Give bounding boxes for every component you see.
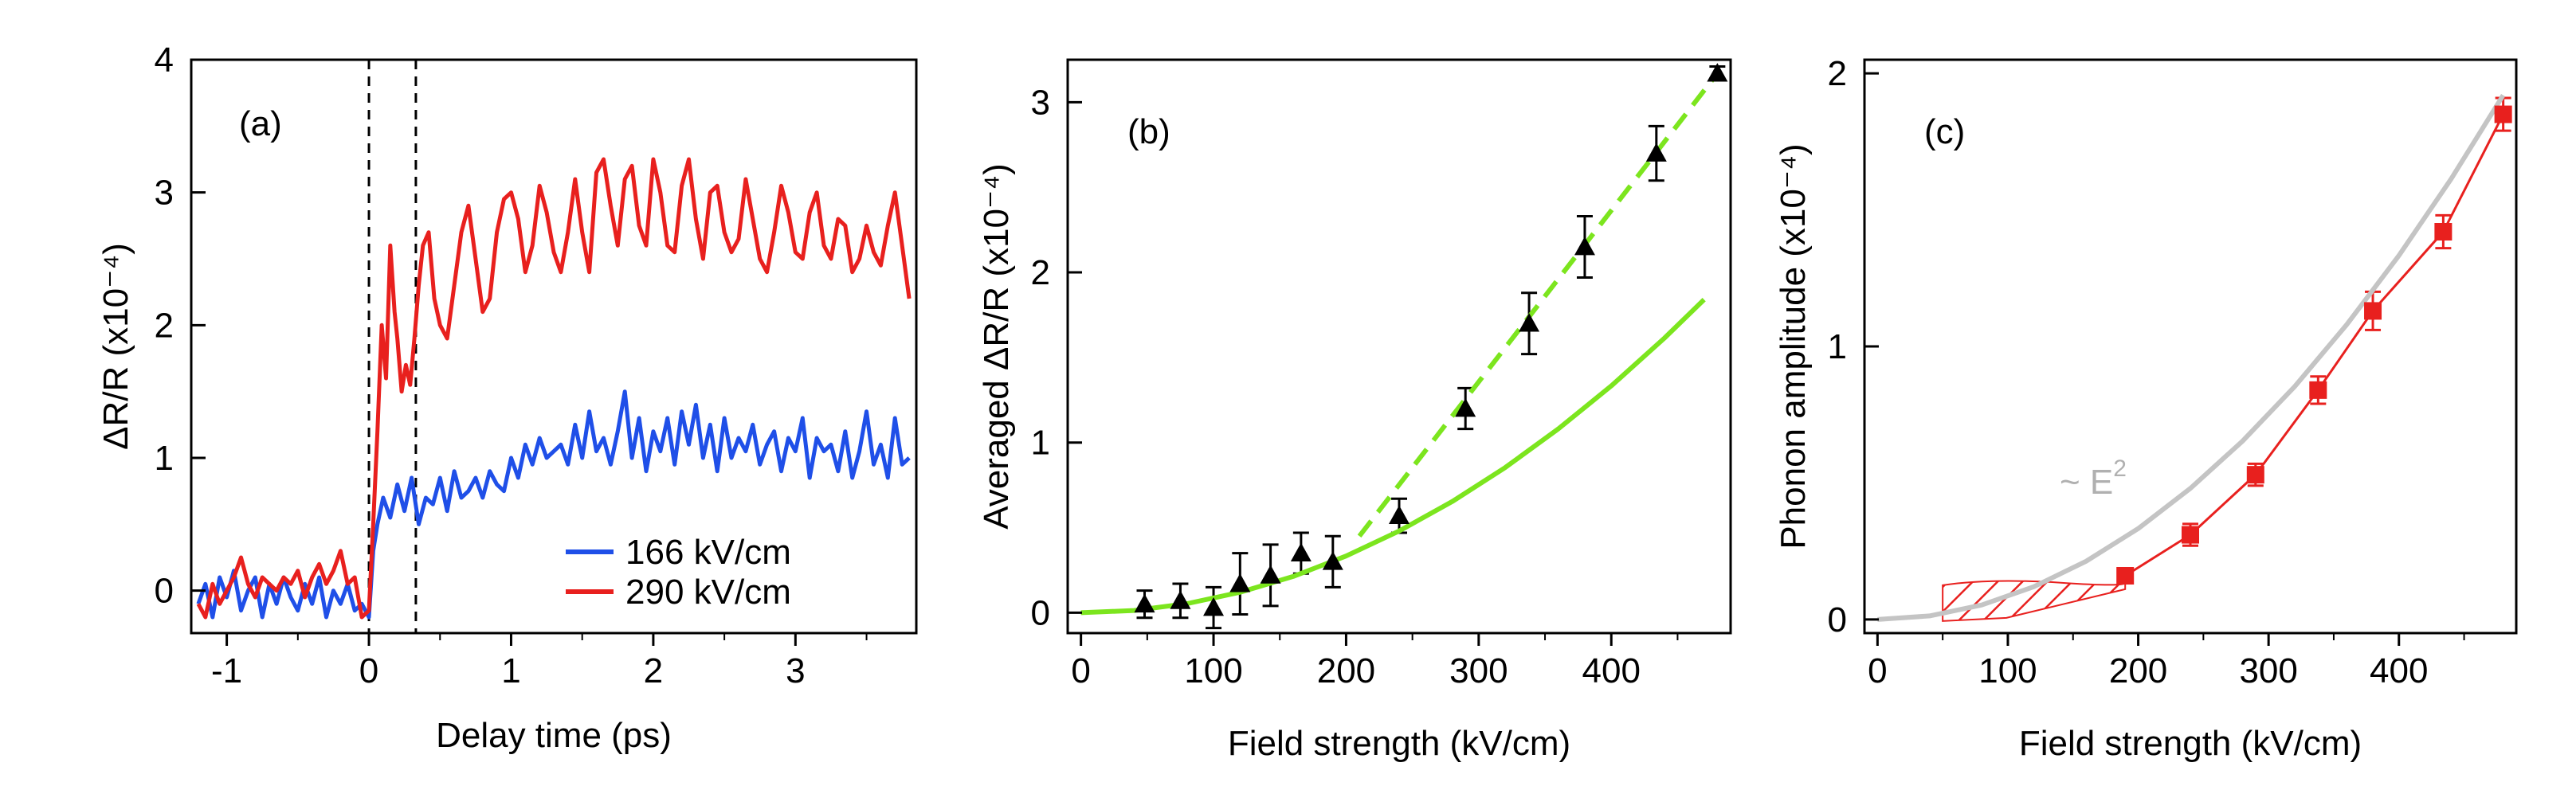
panel-b-ylabel-unit: (x10⁻⁴) — [977, 163, 1016, 276]
panel-b-label: (b) — [1127, 112, 1170, 151]
y-tick-label: 3 — [155, 174, 174, 213]
data-point — [2364, 302, 2382, 320]
panel-b-xticks: 0 100 200 300 400 — [1071, 633, 1679, 690]
data-point — [2246, 466, 2264, 484]
x-tick-label: 3 — [786, 651, 805, 690]
x-tick-label: 400 — [1582, 651, 1641, 690]
x-tick-label: 300 — [1449, 651, 1508, 690]
panel-a-data — [196, 60, 912, 633]
y-tick-label: 4 — [155, 41, 174, 80]
data-point — [1645, 143, 1667, 162]
panel-b-ylabel-text: Averaged ΔR/R — [977, 287, 1016, 530]
y-tick-label: 2 — [155, 306, 174, 345]
panel-c-ylabel: Phonon amplitude (x10⁻⁴) — [1774, 143, 1813, 549]
x-tick-label: 1 — [501, 651, 520, 690]
panel-b-xlabel: Field strength (kV/cm) — [1228, 724, 1570, 763]
panel-a: 0 1 2 3 4 -1 0 1 2 3 (a) Delay time (ps) ΔR/R (x… — [96, 41, 918, 755]
x-tick-label: -1 — [211, 651, 242, 690]
panel-b-ylabel: Averaged ΔR/R (x10⁻⁴) — [977, 163, 1016, 530]
panel-c-ylabel-unit: (x10⁻⁴) — [1774, 143, 1813, 256]
data-point — [2309, 381, 2327, 399]
panel-a-yticks: 0 1 2 3 4 — [155, 41, 206, 611]
legend-290-label: 290 kV/cm — [625, 573, 791, 612]
data-point — [1229, 573, 1251, 592]
panel-c: 012 0 100 200 300 400 (c) ~ E2 Field strengt… — [1774, 54, 2518, 763]
panel-c-annotation-text: ~ E — [2060, 463, 2113, 502]
panel-a-frame — [190, 58, 918, 635]
panel-c-label: (c) — [1924, 112, 1965, 151]
y-tick-label: 2 — [1828, 54, 1847, 93]
data-point — [2182, 526, 2199, 544]
panel-a-xlabel: Delay time (ps) — [436, 716, 672, 755]
data-point — [1519, 313, 1540, 332]
panel-a-xticks: -1 0 1 2 3 — [211, 633, 868, 690]
panel-a-ylabel: ΔR/R (x10⁻⁴) — [96, 243, 135, 450]
series-line — [1877, 94, 2506, 622]
data-point — [1290, 542, 1312, 561]
panel-c-annotation-sup: 2 — [2113, 456, 2127, 482]
panel-c-annotation: ~ E2 — [2060, 456, 2127, 502]
data-point — [1389, 505, 1410, 524]
y-tick-label: 0 — [1828, 600, 1847, 639]
data-point — [1170, 590, 1191, 609]
y-tick-label: 1 — [1828, 327, 1847, 366]
data-point — [1203, 596, 1225, 616]
series-line — [196, 157, 912, 620]
data-point — [1574, 237, 1595, 256]
panel-b: 0 1 2 3 0 100 200 300 400 (b) Field strength (k… — [977, 58, 1732, 763]
x-tick-label: 200 — [2109, 651, 2167, 690]
panel-a-ylabel-unit: (x10⁻⁴) — [96, 243, 135, 356]
x-tick-label: 400 — [2370, 651, 2428, 690]
data-point — [1134, 593, 1155, 613]
y-tick-label: 1 — [1031, 424, 1050, 463]
panel-c-xlabel: Field strength (kV/cm) — [2019, 724, 2362, 763]
x-tick-label: 100 — [1184, 651, 1242, 690]
panel-c-ylabel-text: Phonon amplitude — [1774, 267, 1813, 549]
panel-a-label: (a) — [239, 104, 282, 143]
panel-c-yticks: 0 1 2 — [1828, 54, 1879, 639]
panel-a-ylabel-text: ΔR/R — [96, 366, 135, 450]
data-point — [2494, 105, 2512, 123]
panel-b-frame — [1066, 58, 1732, 635]
data-point — [2434, 223, 2452, 240]
panel-b-data — [1080, 63, 1728, 630]
x-tick-label: 0 — [1071, 651, 1090, 690]
y-tick-label: 3 — [1031, 83, 1050, 122]
y-tick-label: 0 — [155, 572, 174, 611]
data-point — [1455, 397, 1476, 417]
panel-b-yticks: 0 1 2 3 — [1031, 83, 1082, 632]
x-tick-label: 100 — [1978, 651, 2037, 690]
y-tick-label: 1 — [155, 439, 174, 478]
panel-c-data — [1877, 94, 2512, 622]
x-tick-label: 2 — [644, 651, 663, 690]
x-tick-label: 0 — [359, 651, 378, 690]
x-tick-label: 200 — [1317, 651, 1375, 690]
panel-c-xticks: 0 100 200 300 400 — [1868, 633, 2465, 690]
panel-a-legend: 166 kV/cm 290 kV/cm — [566, 533, 791, 612]
data-point — [1707, 63, 1728, 82]
x-tick-label: 300 — [2239, 651, 2297, 690]
y-tick-label: 2 — [1031, 253, 1050, 292]
data-point — [1322, 551, 1343, 570]
data-point — [2116, 567, 2135, 585]
data-point — [1260, 565, 1281, 584]
series-line — [1080, 298, 1706, 616]
series-line — [196, 389, 911, 620]
series-line — [1357, 72, 1719, 538]
y-tick-label: 0 — [1031, 593, 1050, 632]
x-tick-label: 0 — [1868, 651, 1887, 690]
legend-166-label: 166 kV/cm — [625, 533, 791, 572]
